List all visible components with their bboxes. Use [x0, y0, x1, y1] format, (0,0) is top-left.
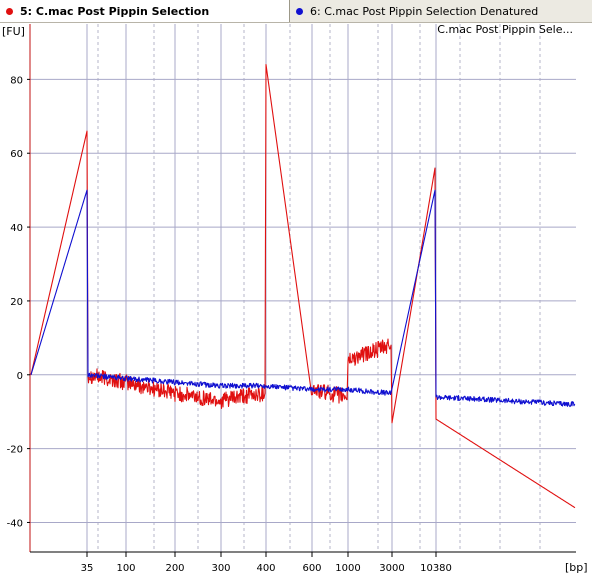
x-tick-label: 400: [256, 563, 275, 574]
x-tick-label: 300: [211, 563, 230, 574]
y-tick-label: 40: [10, 223, 23, 234]
x-axis-label: [bp]: [565, 561, 588, 574]
y-tick-labels: -40 -20 0 20 40 60 80: [7, 75, 30, 529]
y-tick-label: 0: [17, 371, 23, 382]
y-axis-label: [FU]: [2, 25, 25, 38]
x-tick-label: 10380: [420, 563, 452, 574]
x-tick-label: 100: [116, 563, 135, 574]
x-tick-label: 1000: [335, 563, 360, 574]
series-line-red: [30, 64, 576, 509]
tab-sample-6-label: 6: C.mac Post Pippin Selection Denatured: [310, 4, 539, 18]
x-tick-label: 35: [81, 563, 94, 574]
grid-lines: [30, 24, 576, 552]
tab-sample-5[interactable]: 5: C.mac Post Pippin Selection: [0, 0, 290, 22]
tab-sample-6[interactable]: 6: C.mac Post Pippin Selection Denatured: [290, 0, 544, 22]
series-line-blue: [30, 189, 576, 408]
x-tick-label: 200: [165, 563, 184, 574]
y-tick-label: -20: [7, 445, 23, 456]
y-tick-label: 20: [10, 297, 23, 308]
plot-area: [30, 24, 576, 552]
series-group: [30, 64, 576, 509]
axes: [29, 24, 576, 553]
blue-dot-icon: [296, 7, 303, 15]
sample-tab-bar: 5: C.mac Post Pippin Selection 6: C.mac …: [0, 0, 592, 23]
red-dot-icon: [6, 7, 13, 15]
y-tick-label: 80: [10, 75, 23, 86]
tab-sample-5-label: 5: C.mac Post Pippin Selection: [20, 4, 210, 18]
electropherogram-chart: -40 -20 0 20 40 60 80 35 100 200 300 400 600 1000 300…: [2, 23, 588, 574]
chart-title: C.mac Post Pippin Sele...: [437, 23, 573, 36]
x-tick-labels: 35 100 200 300 400 600 1000 3000 10380: [81, 552, 452, 574]
y-tick-label: -40: [7, 518, 23, 529]
x-tick-label: 3000: [379, 563, 404, 574]
y-tick-label: 60: [10, 149, 23, 160]
x-tick-label: 600: [302, 563, 321, 574]
